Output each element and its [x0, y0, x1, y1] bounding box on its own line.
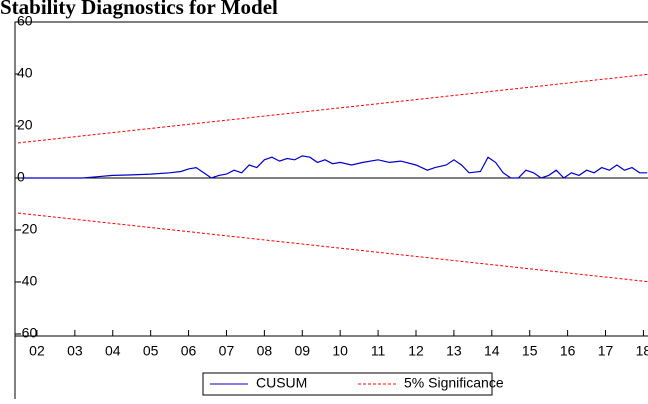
legend-label: CUSUM	[256, 375, 307, 391]
y-tick-label: 40	[17, 65, 33, 81]
x-tick-label: 12	[408, 343, 424, 359]
y-tick-label: -20	[17, 221, 37, 237]
x-tick-label: 18	[636, 343, 648, 359]
y-tick-label: 20	[17, 117, 33, 133]
x-tick-label: 02	[29, 343, 45, 359]
x-tick-label: 04	[105, 343, 121, 359]
x-tick-label: 13	[446, 343, 462, 359]
x-tick-label: 14	[484, 343, 500, 359]
x-tick-label: 15	[522, 343, 538, 359]
y-tick-label: -40	[17, 273, 37, 289]
series-line	[17, 73, 648, 144]
x-tick-label: 07	[219, 343, 235, 359]
y-tick-label: 60	[17, 13, 33, 29]
x-tick-label: 05	[143, 343, 159, 359]
x-tick-label: 08	[257, 343, 273, 359]
x-tick-label: 09	[294, 343, 310, 359]
x-tick-label: 03	[67, 343, 83, 359]
chart-title: Stability Diagnostics for Model	[0, 0, 278, 19]
y-tick-label: 0	[17, 169, 25, 185]
frame	[14, 21, 648, 404]
legend-label: 5% Significance	[404, 375, 504, 391]
x-tick-label: 16	[560, 343, 576, 359]
y-tick-label: -60	[17, 325, 37, 341]
x-tick-label: 17	[598, 343, 614, 359]
x-tick-label: 11	[371, 343, 386, 359]
x-tick-label: 10	[332, 343, 348, 359]
x-tick-label: 06	[181, 343, 197, 359]
series-line	[17, 212, 648, 283]
series-line	[21, 155, 648, 179]
legend	[202, 372, 493, 396]
